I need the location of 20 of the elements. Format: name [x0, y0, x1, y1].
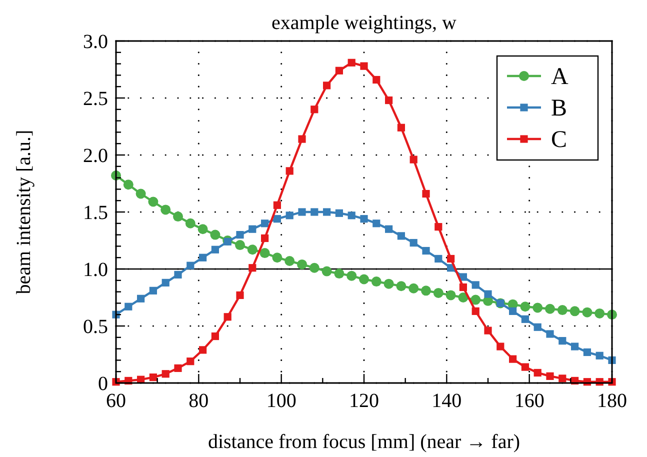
x-axis-title: distance from focus [mm] (near → far) [208, 431, 520, 453]
y-tick-label: 1.5 [83, 202, 108, 224]
x-tick-label: 80 [188, 390, 209, 412]
x-tick-label: 160 [514, 390, 544, 412]
x-tick-label: 180 [597, 390, 627, 412]
x-tick-label: 100 [266, 390, 296, 412]
y-tick-label: 0 [98, 373, 108, 395]
legend-label: A [551, 64, 569, 90]
y-tick-label: 2.0 [83, 145, 108, 167]
y-tick-label: 1.0 [83, 259, 108, 281]
y-tick-label: 2.5 [83, 88, 108, 110]
x-tick-label: 120 [349, 390, 379, 412]
y-tick-label: 3.0 [83, 31, 108, 53]
legend-label: C [551, 127, 568, 153]
y-tick-label: 0.5 [83, 316, 108, 338]
legend-label: B [551, 96, 568, 122]
chart-title: example weightings, w [272, 12, 458, 34]
x-tick-label: 60 [106, 390, 126, 412]
x-tick-label: 140 [432, 390, 462, 412]
y-axis-title: beam intensity [a.u.] [13, 130, 35, 294]
